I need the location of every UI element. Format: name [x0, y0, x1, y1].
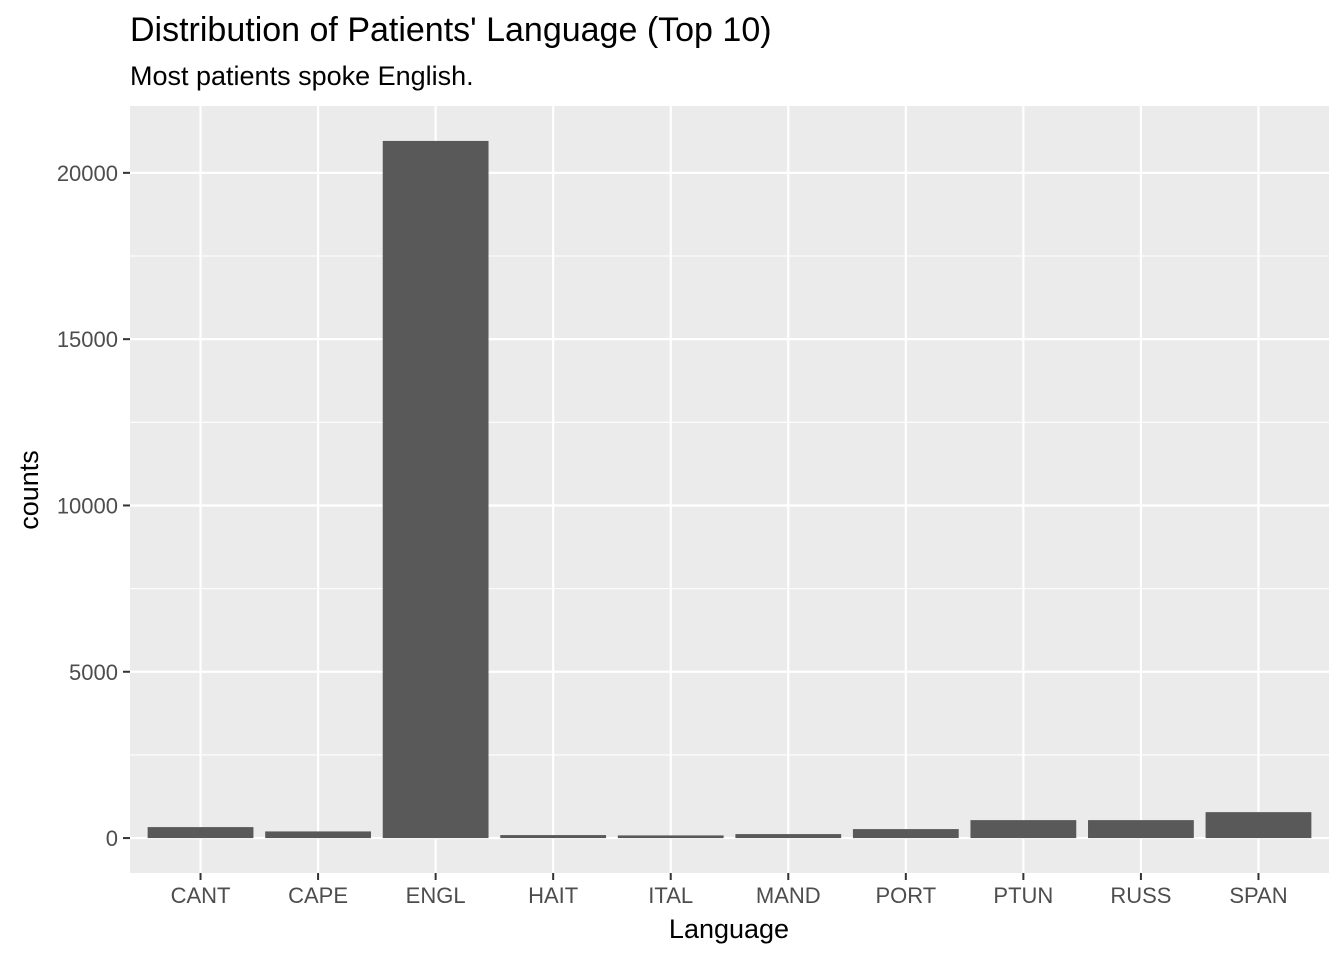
bar-port [852, 829, 959, 839]
x-tick-label-span: SPAN [1229, 883, 1287, 908]
x-tick-label-cape: CAPE [288, 883, 348, 908]
bar-russ [1088, 820, 1194, 839]
x-tick-label-ptun: PTUN [993, 883, 1053, 908]
x-tick-label-russ: RUSS [1110, 883, 1171, 908]
bar-ital [617, 835, 724, 839]
chart-subtitle: Most patients spoke English. [130, 61, 474, 91]
bar-mand [735, 834, 842, 839]
plot-panel [130, 106, 1329, 873]
x-tick-label-port: PORT [875, 883, 936, 908]
y-axis-title: counts [14, 450, 44, 530]
x-tick-label-hait: HAIT [528, 883, 578, 908]
x-tick-label-cant: CANT [171, 883, 231, 908]
x-tick-label-ital: ITAL [648, 883, 693, 908]
x-axis-title: Language [669, 914, 789, 944]
bar-span [1205, 812, 1312, 839]
y-tick-label: 20000 [57, 161, 118, 186]
bar-cape [265, 831, 371, 839]
y-tick-label: 10000 [57, 493, 118, 518]
x-tick-label-mand: MAND [756, 883, 821, 908]
bars [147, 140, 1312, 839]
y-tick-label: 15000 [57, 327, 118, 352]
bar-ptun [970, 820, 1077, 839]
x-axis: CANT CAPE ENGL HAIT ITAL MAND PORT PTUN RUSS SPAN [171, 873, 1288, 908]
bar-cant [147, 827, 254, 839]
x-tick-label-engl: ENGL [406, 883, 466, 908]
y-axis: 0 5000 10000 15000 20000 [57, 161, 130, 851]
minor-gridlines [130, 255, 1329, 756]
bar-engl [382, 140, 489, 839]
bar-hait [500, 835, 607, 839]
y-tick-label: 5000 [69, 660, 118, 685]
chart-title: Distribution of Patients' Language (Top … [130, 11, 772, 49]
y-tick-label: 0 [106, 826, 118, 851]
